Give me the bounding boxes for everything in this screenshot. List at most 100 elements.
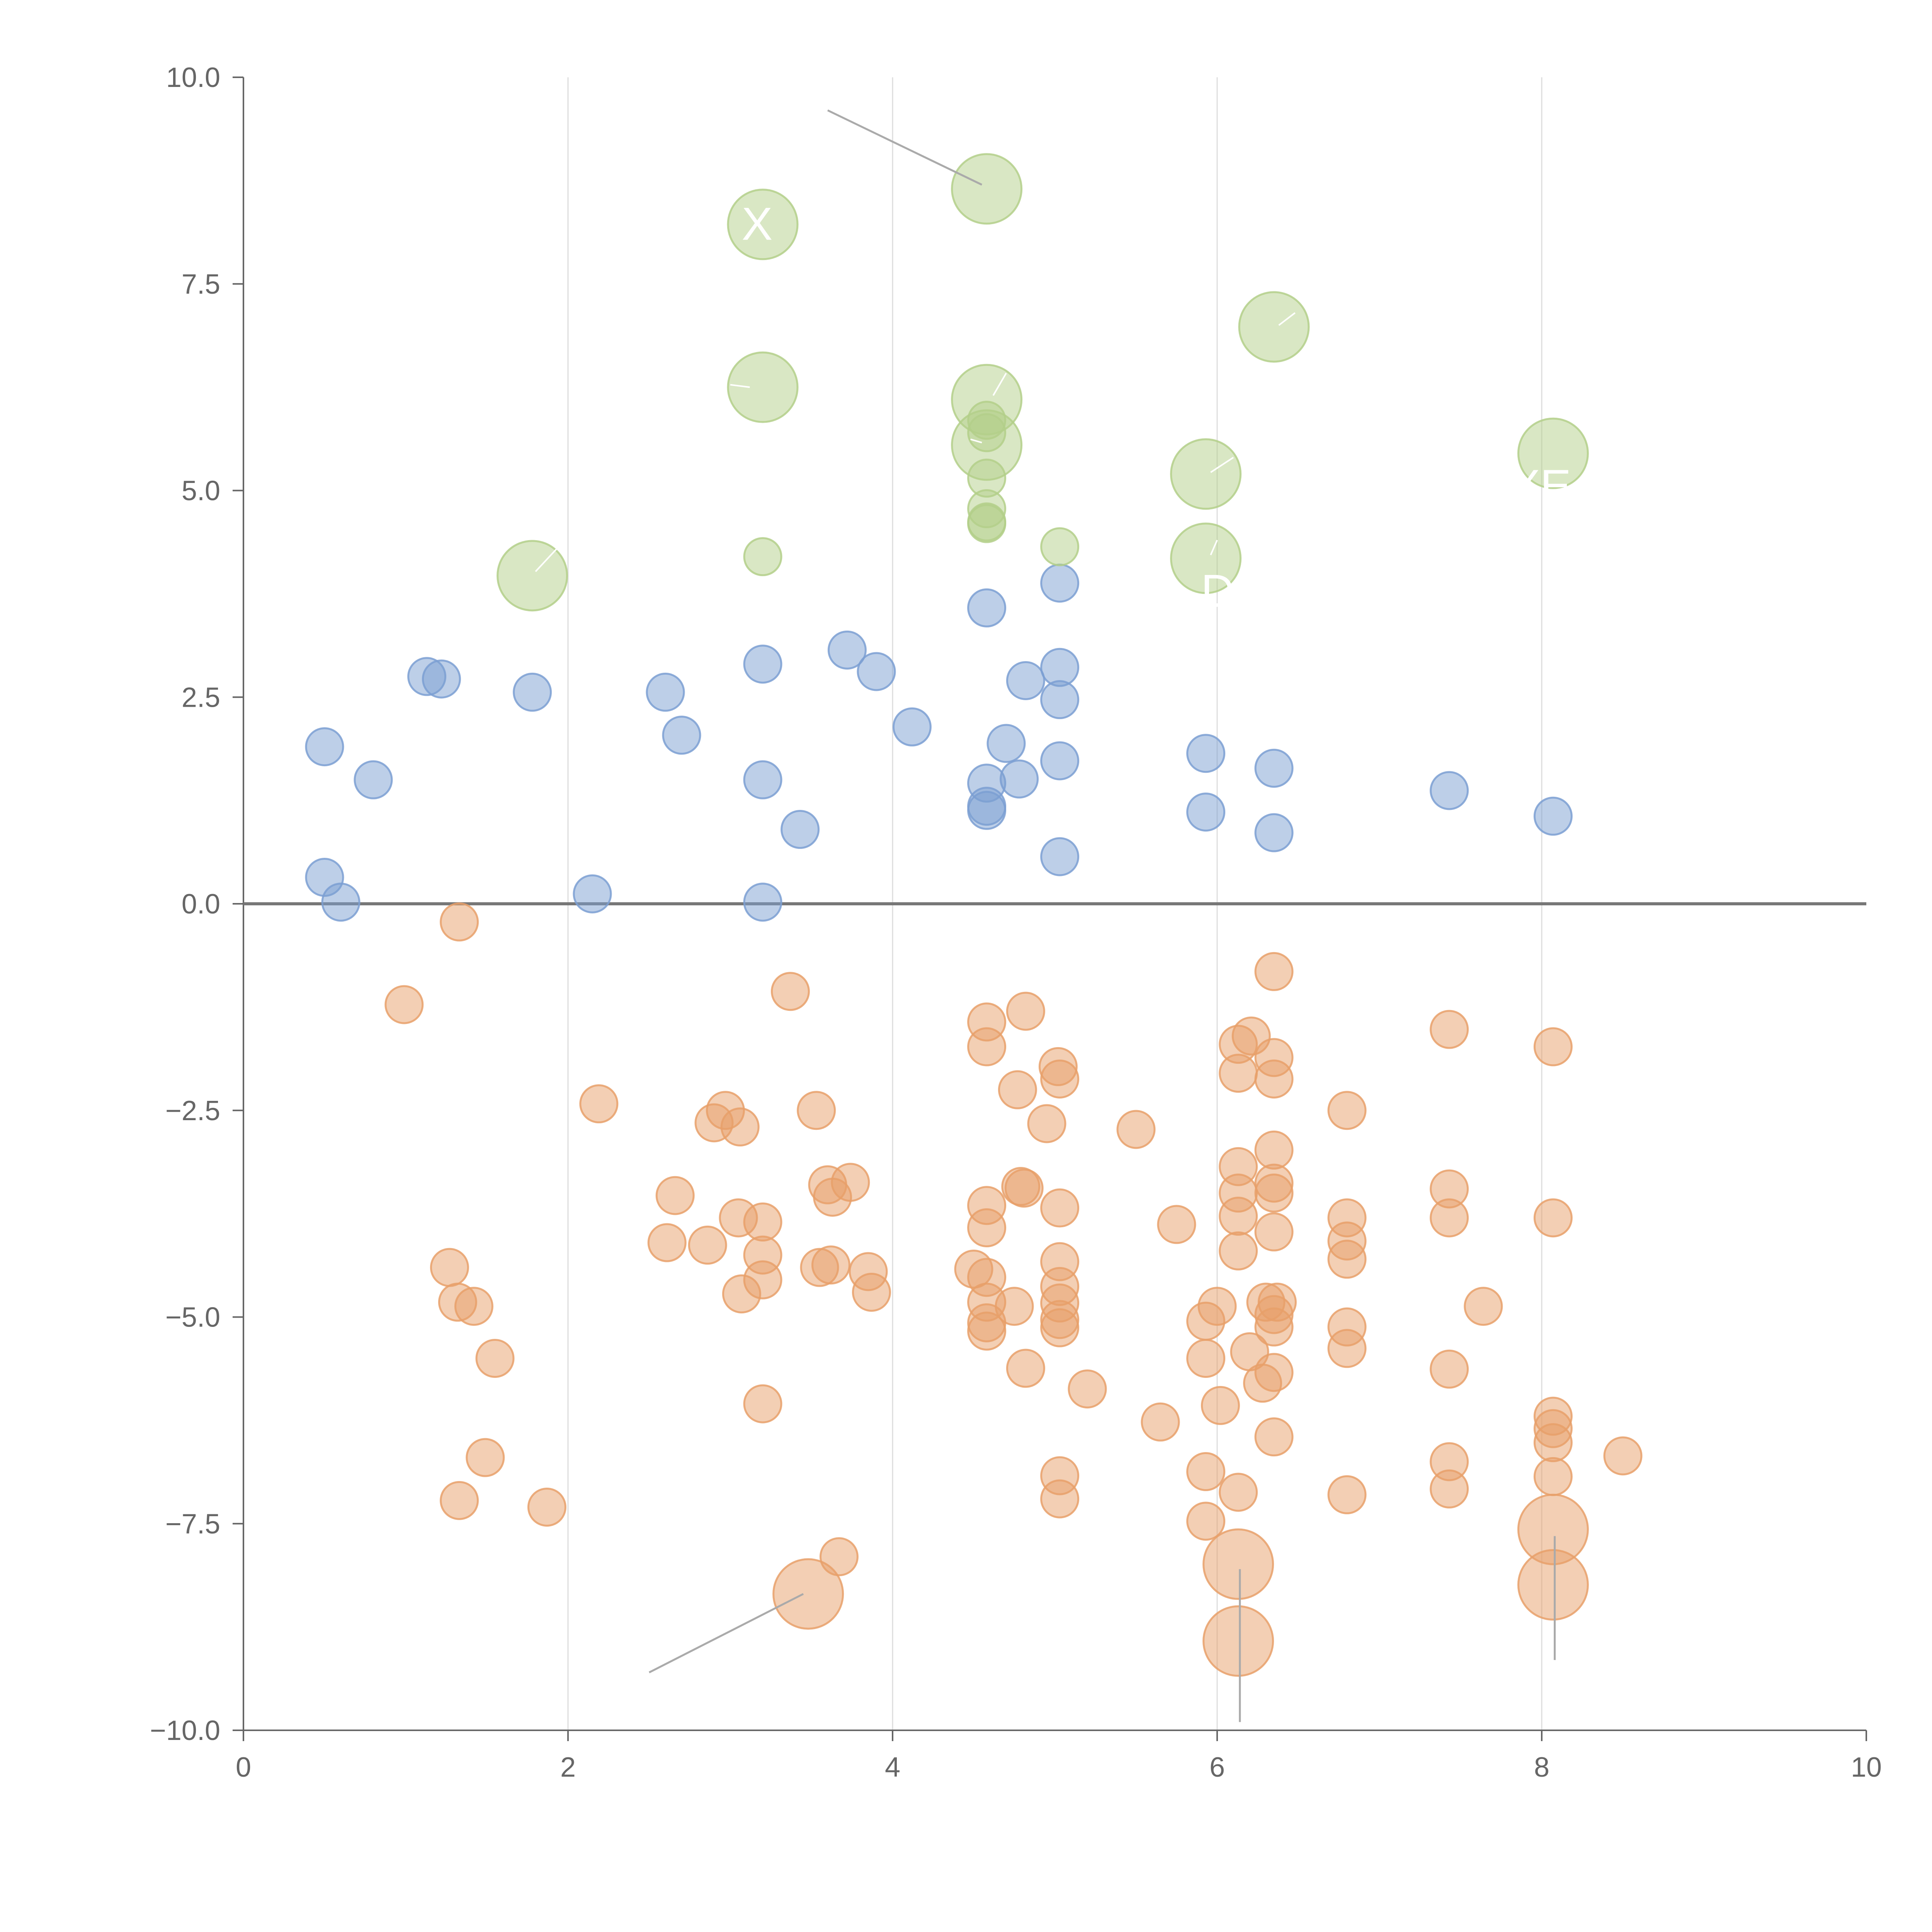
x-tick-label: 0: [236, 1752, 251, 1783]
annotation-label: C: [1266, 1646, 1299, 1698]
negative-point: [1254, 1212, 1294, 1252]
leader-line: [1278, 312, 1296, 326]
negative-point: [1201, 1386, 1240, 1425]
positive-small-point: [1254, 813, 1294, 852]
positive-small-point: [986, 724, 1026, 763]
positive-small-point: [857, 652, 896, 691]
negative-point: [1327, 1091, 1367, 1130]
negative-point: [722, 1274, 761, 1314]
positive-large-point: [727, 189, 799, 260]
positive-large-point: [1517, 417, 1589, 489]
positive-large-point: [1238, 291, 1310, 363]
negative-point: [852, 1272, 891, 1312]
positive-small-point: [967, 588, 1007, 628]
annotation-label: X: [742, 198, 772, 250]
positive-small-point: [1186, 734, 1226, 773]
negative-point: [1254, 1059, 1294, 1099]
negative-point: [1254, 952, 1294, 991]
annotation-label: JO: [1582, 1592, 1641, 1644]
negative-point: [1533, 1423, 1573, 1463]
negative-point: [1202, 1528, 1274, 1600]
annotation-label: XE: [1509, 460, 1571, 512]
negative-point: [1116, 1110, 1156, 1149]
positive-small-point: [1040, 741, 1080, 781]
negative-point: [1327, 1475, 1367, 1514]
negative-point: [1430, 1349, 1469, 1389]
negative-point: [720, 1107, 760, 1147]
positive-small-point: [513, 672, 552, 712]
y-tick-label: 7.5: [182, 269, 220, 300]
negative-point: [770, 972, 810, 1011]
negative-point: [655, 1176, 695, 1215]
negative-point: [1533, 1198, 1573, 1238]
positive-small-point: [1430, 771, 1469, 810]
positive-small-point: [1186, 793, 1226, 832]
negative-point: [440, 1481, 479, 1520]
positive-large-point: [1040, 527, 1080, 566]
labels-layer: X C XE DP JO C: [742, 198, 1641, 1698]
y-tick-label: −5.0: [165, 1302, 220, 1333]
negative-point: [967, 1027, 1007, 1066]
positive-small-point: [1040, 837, 1080, 876]
leader-line: [648, 1593, 804, 1673]
negative-point: [1202, 1605, 1274, 1677]
negative-point: [1327, 1240, 1367, 1279]
negative-point: [1533, 1027, 1573, 1066]
negative-point: [579, 1084, 619, 1124]
y-tick-label: 5.0: [182, 476, 220, 507]
positive-small-point: [321, 883, 361, 922]
positive-large-point: [1170, 522, 1242, 594]
negative-point: [1157, 1205, 1196, 1244]
negative-point: [995, 1287, 1034, 1326]
positive-small-point: [892, 707, 932, 747]
negative-point: [967, 1311, 1007, 1351]
positive-small-point: [967, 791, 1007, 830]
negative-point: [647, 1223, 687, 1262]
positive-large-point: [951, 153, 1023, 225]
negative-point: [743, 1202, 782, 1242]
positive-small-point: [1254, 748, 1294, 788]
negative-point: [1040, 1479, 1080, 1519]
leader-line: [1210, 457, 1234, 473]
negative-point: [1040, 1308, 1080, 1347]
negative-point: [1219, 1053, 1258, 1093]
negative-point: [1197, 1287, 1237, 1326]
negative-point: [1219, 1231, 1258, 1270]
negative-point: [797, 1091, 836, 1130]
leader-line: [827, 109, 983, 186]
negative-point: [384, 985, 424, 1024]
negative-point: [1254, 1307, 1294, 1347]
negative-point: [1219, 1473, 1258, 1512]
x-tick-label: 6: [1209, 1752, 1225, 1783]
x-tick-label: 4: [885, 1752, 900, 1783]
negative-point: [688, 1225, 727, 1265]
axes-layer: 0 2 4 6 8 10 10.0 7.5 5.0 2.5 0.0 −2.5 −5.0 −7.5 −10.0: [150, 62, 1882, 1783]
leaders-layer: [535, 109, 1556, 1722]
y-tick-label: −2.5: [165, 1095, 220, 1126]
annotation-label: C: [1315, 278, 1348, 330]
positive-large-point: [1170, 438, 1242, 510]
negative-point: [1254, 1353, 1294, 1392]
annotation-label: DP: [1201, 565, 1265, 617]
negative-point: [1068, 1369, 1107, 1409]
positive-small-point: [1040, 563, 1080, 603]
negative-point: [1186, 1502, 1226, 1541]
x-tick-label: 2: [560, 1752, 576, 1783]
negative-point: [527, 1487, 566, 1527]
x-tick-label: 8: [1534, 1752, 1549, 1783]
y-tick-label: 2.5: [182, 682, 220, 713]
negative-point: [440, 902, 479, 942]
negative-point: [967, 1208, 1007, 1247]
negative-point: [1254, 1130, 1294, 1170]
positive-large-point: [727, 351, 799, 423]
leader-line: [535, 539, 566, 572]
negative-point: [1603, 1436, 1643, 1476]
y-tick-label: 0.0: [182, 889, 220, 920]
negative-point: [1430, 1198, 1469, 1238]
x-tick-label: 10: [1851, 1752, 1882, 1783]
leader-line: [1210, 540, 1218, 556]
positive-small-point: [305, 727, 344, 767]
positive-small-point: [573, 874, 612, 913]
negative-point: [1186, 1452, 1226, 1491]
